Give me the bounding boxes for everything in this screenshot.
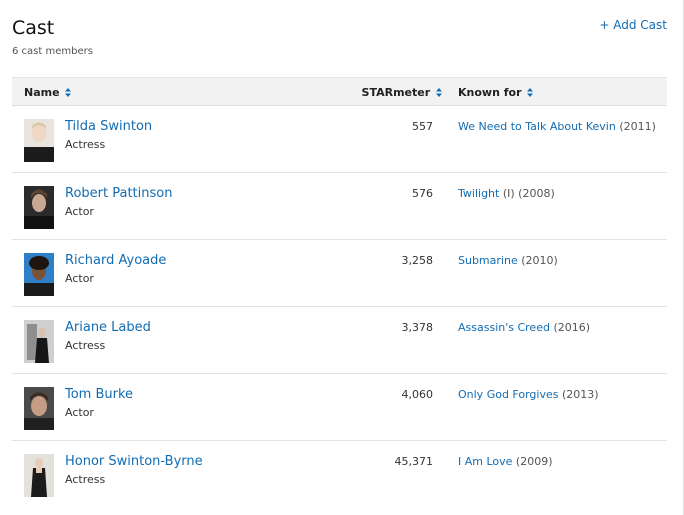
cast-header: Cast 6 cast members + Add Cast <box>12 14 668 64</box>
actor-role: Actor <box>65 272 94 285</box>
actor-role: Actress <box>65 138 106 151</box>
known-for: Twilight (I) (2008) <box>458 187 555 200</box>
page-title: Cast <box>12 17 55 39</box>
actor-photo[interactable] <box>24 454 54 497</box>
known-for-title-link[interactable]: Submarine <box>458 254 518 267</box>
starmeter-value: 3,378 <box>401 321 434 334</box>
known-for-year: (2010) <box>517 254 558 267</box>
cast-row: Richard Ayoade Actor 3,258 Submarine (20… <box>12 240 667 307</box>
known-for-year: (2009) <box>512 455 553 468</box>
actor-name-link[interactable]: Ariane Labed <box>65 320 151 335</box>
actor-name-link[interactable]: Honor Swinton-Byrne <box>65 454 203 469</box>
known-for-year: (2011) <box>615 120 656 133</box>
known-for-title-link[interactable]: Twilight <box>458 187 500 200</box>
column-name-label: Name <box>24 86 60 99</box>
cast-row: Tom Burke Actor 4,060 Only God Forgives … <box>12 374 667 441</box>
known-for-year: (2013) <box>558 388 599 401</box>
actor-photo[interactable] <box>24 186 54 229</box>
known-for-title-link[interactable]: I Am Love <box>458 455 513 468</box>
sort-by-starmeter[interactable]: STARmeter <box>362 86 442 100</box>
actor-name-link[interactable]: Tilda Swinton <box>65 119 153 134</box>
add-cast-link[interactable]: + Add Cast <box>599 18 667 32</box>
sort-by-known-for[interactable]: Known for <box>458 86 534 100</box>
known-for-year: (I) (2008) <box>499 187 555 200</box>
known-for-title-link[interactable]: We Need to Talk About Kevin <box>458 120 616 133</box>
known-for: Assassin's Creed (2016) <box>458 321 590 334</box>
column-known-for-label: Known for <box>458 86 522 99</box>
column-starmeter-label: STARmeter <box>361 86 431 99</box>
actor-photo[interactable] <box>24 320 54 363</box>
starmeter-value: 557 <box>412 120 433 133</box>
known-for: Submarine (2010) <box>458 254 558 267</box>
known-for-year: (2016) <box>549 321 591 334</box>
cast-row: Robert Pattinson Actor 576 Twilight (I) … <box>12 173 667 240</box>
sort-arrows-icon <box>65 87 72 100</box>
starmeter-value: 576 <box>412 187 433 200</box>
cast-list: Tilda Swinton Actress 557 We Need to Tal… <box>12 106 667 508</box>
sort-arrows-icon <box>527 87 534 100</box>
cast-row: Tilda Swinton Actress 557 We Need to Tal… <box>12 106 667 173</box>
known-for: Only God Forgives (2013) <box>458 388 599 401</box>
starmeter-value: 45,371 <box>394 455 434 468</box>
actor-name-link[interactable]: Robert Pattinson <box>65 186 173 201</box>
cast-count: 6 cast members <box>12 46 93 57</box>
known-for-title-link[interactable]: Only God Forgives <box>458 388 559 401</box>
actor-name-link[interactable]: Tom Burke <box>65 387 134 402</box>
sort-arrows-icon <box>436 87 442 100</box>
actor-role: Actor <box>65 406 94 419</box>
known-for: I Am Love (2009) <box>458 455 553 468</box>
known-for: We Need to Talk About Kevin (2011) <box>458 120 656 133</box>
actor-role: Actor <box>65 205 94 218</box>
cast-row: Ariane Labed Actress 3,378 Assassin's Cr… <box>12 307 667 374</box>
starmeter-value: 4,060 <box>401 388 434 401</box>
actor-role: Actress <box>65 339 106 352</box>
actor-role: Actress <box>65 473 106 486</box>
known-for-title-link[interactable]: Assassin's Creed <box>458 321 550 334</box>
actor-photo[interactable] <box>24 387 54 430</box>
actor-photo[interactable] <box>24 253 54 296</box>
sort-by-name[interactable]: Name <box>24 86 72 100</box>
starmeter-value: 3,258 <box>401 254 434 267</box>
actor-photo[interactable] <box>24 119 54 162</box>
cast-table-header: Name STARmeter Known for <box>12 77 667 106</box>
cast-row: Honor Swinton-Byrne Actress 45,371 I Am … <box>12 441 667 508</box>
actor-name-link[interactable]: Richard Ayoade <box>65 253 167 268</box>
